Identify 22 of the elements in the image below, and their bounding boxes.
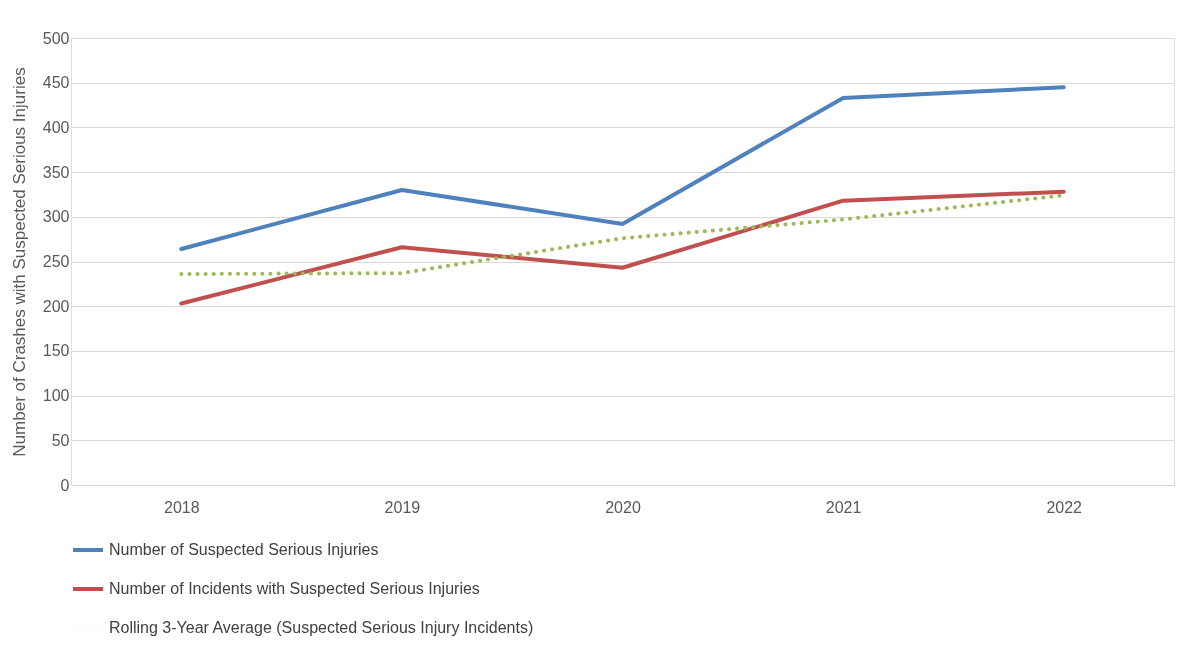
y-tick-label: 150 [42,342,70,360]
y-tick-label: 500 [42,29,70,47]
y-tick-label: 250 [42,253,70,270]
x-tick-label: 2018 [164,498,200,516]
y-tick-label: 0 [60,476,70,494]
y-tick-label: 350 [42,163,70,181]
y-tick-label: 450 [42,74,70,92]
line-series [179,189,1066,306]
y-axis-title: Number of Crashes with Suspected Serious Injuries [9,67,29,457]
y-tick-label: 200 [42,297,70,315]
x-tick-label: 2020 [605,498,641,516]
y-tick-label: 300 [42,208,70,226]
line-series [179,85,1066,251]
x-tick-label: 2021 [825,498,862,516]
legend-label: Rolling 3-Year Average (Suspected Serious Injury Incidents) [109,619,534,636]
y-tick-label: 400 [42,118,70,136]
y-tick-label: 100 [42,387,70,405]
y-tick-label: 50 [51,431,70,449]
x-tick-label: 2022 [1046,498,1083,516]
legend-label: Number of Incidents with Suspected Serious Injuries [109,580,480,597]
x-tick-label: 2019 [384,498,421,516]
legend-label: Number of Suspected Serious Injuries [109,541,379,558]
